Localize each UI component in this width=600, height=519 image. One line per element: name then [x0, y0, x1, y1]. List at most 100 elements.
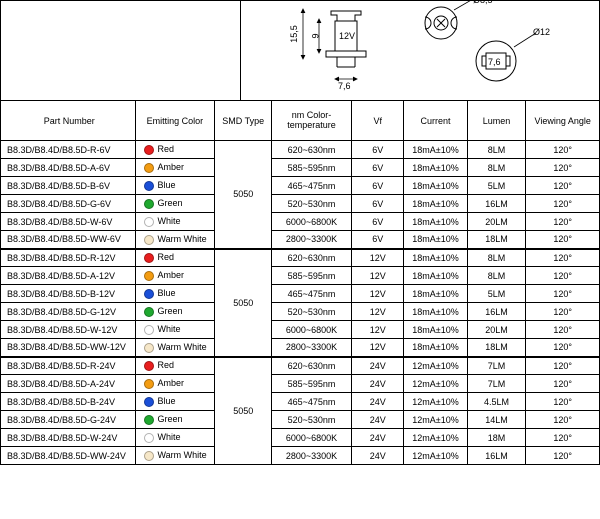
cell-lumen: 16LM [467, 447, 526, 465]
color-label: Red [158, 360, 175, 370]
cell-current: 18mA±10% [404, 267, 467, 285]
header-current: Current [404, 101, 467, 141]
color-label: Blue [158, 396, 176, 406]
dim-outer-d: Ø12 [533, 27, 550, 37]
drawing-svg [241, 1, 591, 101]
cell-nm: 620~630nm [272, 249, 352, 267]
cell-nm: 585~595nm [272, 375, 352, 393]
cell-current: 12mA±10% [404, 447, 467, 465]
table-row: B8.3D/B8.4D/B8.5D-R-24VRed5050620~630nm2… [1, 357, 600, 375]
cell-lumen: 20LM [467, 321, 526, 339]
header-smd: SMD Type [215, 101, 272, 141]
cell-angle: 120° [526, 357, 600, 375]
cell-part: B8.3D/B8.4D/B8.5D-A-12V [1, 267, 136, 285]
table-row: B8.3D/B8.4D/B8.5D-W-24VWhite6000~6800K24… [1, 429, 600, 447]
cell-part: B8.3D/B8.4D/B8.5D-G-6V [1, 195, 136, 213]
color-swatch-icon [144, 289, 154, 299]
cell-nm: 620~630nm [272, 357, 352, 375]
cell-lumen: 20LM [467, 213, 526, 231]
cell-current: 12mA±10% [404, 429, 467, 447]
cell-lumen: 8LM [467, 141, 526, 159]
drawing-blank-cell [1, 1, 241, 100]
cell-part: B8.3D/B8.4D/B8.5D-R-6V [1, 141, 136, 159]
cell-smd: 5050 [215, 357, 272, 465]
cell-part: B8.3D/B8.4D/B8.5D-WW-6V [1, 231, 136, 249]
cell-current: 18mA±10% [404, 231, 467, 249]
cell-current: 12mA±10% [404, 393, 467, 411]
color-swatch-icon [144, 379, 154, 389]
cell-current: 18mA±10% [404, 195, 467, 213]
cell-nm: 585~595nm [272, 159, 352, 177]
dim-top-d: Ø8,5 [473, 0, 493, 5]
cell-color: Red [135, 357, 215, 375]
cell-lumen: 5LM [467, 177, 526, 195]
table-row: B8.3D/B8.4D/B8.5D-WW-6VWarm White2800~33… [1, 231, 600, 249]
color-swatch-icon [144, 451, 154, 461]
cell-nm: 520~530nm [272, 303, 352, 321]
cell-lumen: 7LM [467, 375, 526, 393]
cell-current: 12mA±10% [404, 357, 467, 375]
cell-nm: 465~475nm [272, 177, 352, 195]
cell-smd: 5050 [215, 249, 272, 357]
color-swatch-icon [144, 145, 154, 155]
color-swatch-icon [144, 307, 154, 317]
header-vf: Vf [351, 101, 404, 141]
table-row: B8.3D/B8.4D/B8.5D-B-6VBlue465~475nm6V18m… [1, 177, 600, 195]
cell-lumen: 18LM [467, 339, 526, 357]
color-label: Amber [158, 378, 185, 388]
cell-angle: 120° [526, 195, 600, 213]
color-label: Warm White [158, 234, 207, 244]
cell-part: B8.3D/B8.4D/B8.5D-A-6V [1, 159, 136, 177]
color-label: Red [158, 252, 175, 262]
cell-current: 18mA±10% [404, 303, 467, 321]
cell-current: 12mA±10% [404, 375, 467, 393]
color-swatch-icon [144, 217, 154, 227]
cell-current: 18mA±10% [404, 339, 467, 357]
table-row: B8.3D/B8.4D/B8.5D-G-6VGreen520~530nm6V18… [1, 195, 600, 213]
color-label: Blue [158, 180, 176, 190]
cell-vf: 12V [351, 339, 404, 357]
color-label: Warm White [158, 450, 207, 460]
cell-color: Amber [135, 267, 215, 285]
cell-part: B8.3D/B8.4D/B8.5D-G-12V [1, 303, 136, 321]
color-swatch-icon [144, 433, 154, 443]
cell-angle: 120° [526, 141, 600, 159]
technical-drawing: 15,5 9 12V 7,6 Ø8,5 Ø12 7,6 [0, 0, 600, 100]
cell-lumen: 8LM [467, 267, 526, 285]
drawing-views: 15,5 9 12V 7,6 Ø8,5 Ø12 7,6 [241, 1, 599, 100]
header-nm: nm Color-temperature [272, 101, 352, 141]
cell-vf: 6V [351, 195, 404, 213]
cell-color: White [135, 321, 215, 339]
cell-color: White [135, 429, 215, 447]
color-swatch-icon [144, 325, 154, 335]
cell-nm: 6000~6800K [272, 429, 352, 447]
cell-current: 18mA±10% [404, 213, 467, 231]
color-swatch-icon [144, 361, 154, 371]
cell-vf: 6V [351, 213, 404, 231]
cell-angle: 120° [526, 231, 600, 249]
cell-lumen: 18M [467, 429, 526, 447]
color-swatch-icon [144, 271, 154, 281]
cell-part: B8.3D/B8.4D/B8.5D-B-24V [1, 393, 136, 411]
cell-color: Green [135, 195, 215, 213]
cell-angle: 120° [526, 447, 600, 465]
cell-color: Green [135, 303, 215, 321]
cell-color: Amber [135, 159, 215, 177]
cell-lumen: 8LM [467, 249, 526, 267]
cell-vf: 12V [351, 285, 404, 303]
cell-vf: 24V [351, 375, 404, 393]
cell-angle: 120° [526, 249, 600, 267]
table-row: B8.3D/B8.4D/B8.5D-R-6VRed5050620~630nm6V… [1, 141, 600, 159]
cell-vf: 24V [351, 411, 404, 429]
cell-vf: 24V [351, 447, 404, 465]
cell-current: 18mA±10% [404, 177, 467, 195]
cell-angle: 120° [526, 267, 600, 285]
cell-color: Warm White [135, 231, 215, 249]
cell-part: B8.3D/B8.4D/B8.5D-G-24V [1, 411, 136, 429]
table-row: B8.3D/B8.4D/B8.5D-R-12VRed5050620~630nm1… [1, 249, 600, 267]
cell-vf: 12V [351, 303, 404, 321]
color-label: Red [158, 144, 175, 154]
color-label: Warm White [158, 342, 207, 352]
cell-angle: 120° [526, 213, 600, 231]
table-row: B8.3D/B8.4D/B8.5D-G-24VGreen520~530nm24V… [1, 411, 600, 429]
